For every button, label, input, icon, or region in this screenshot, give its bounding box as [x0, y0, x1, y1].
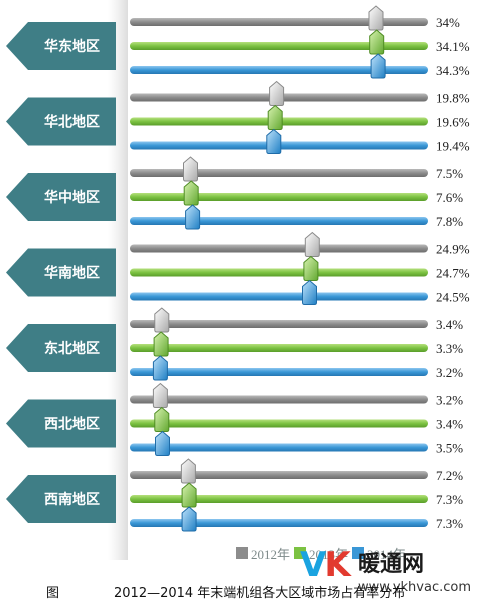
value-label-2013年-1: 34.1%	[436, 39, 470, 54]
value-label-2012年-1: 34%	[436, 15, 460, 30]
bar-2014年-3	[130, 217, 428, 225]
value-label-2014年-1: 34.3%	[436, 63, 470, 78]
marker-2014年-5	[152, 355, 168, 381]
category-label-2: 华北地区	[44, 114, 100, 131]
value-label-2013年-3: 7.6%	[436, 190, 463, 205]
category-badge-7	[6, 475, 116, 523]
value-label-2012年-7: 7.2%	[436, 468, 463, 483]
marker-2013年-2	[267, 104, 283, 130]
bar-2012年-3	[130, 169, 428, 177]
category-label-4: 华南地区	[44, 265, 100, 282]
legend: 2012年 2013年 2014年	[236, 544, 406, 562]
bar-2013年-1	[130, 42, 428, 50]
legend-swatch-2013	[294, 547, 307, 559]
marker-2013年-7	[181, 482, 197, 508]
legend-label-2012: 2012年	[251, 546, 291, 562]
category-badge-4	[6, 248, 116, 297]
marker-2014年-4	[302, 279, 317, 305]
value-label-2014年-6: 3.5%	[436, 441, 463, 456]
marker-2012年-6	[152, 382, 168, 408]
legend-label-2013: 2013年	[309, 546, 349, 562]
marker-2012年-3	[183, 156, 198, 182]
marker-2013年-5	[153, 331, 169, 357]
marker-2014年-1	[370, 53, 386, 79]
value-label-2014年-5: 3.2%	[436, 365, 463, 380]
category-badge-3	[6, 173, 116, 221]
value-label-2013年-2: 19.6%	[436, 115, 470, 130]
category-badge-5	[6, 324, 116, 372]
value-label-2012年-4: 24.9%	[436, 242, 470, 257]
marker-2012年-4	[304, 231, 320, 257]
category-label-6: 西北地区	[44, 416, 100, 433]
bar-2012年-4	[130, 244, 428, 253]
value-label-2012年-3: 7.5%	[436, 166, 463, 181]
bar-2014年-1	[130, 66, 428, 74]
marker-2014年-3	[185, 204, 201, 230]
bar-2013年-7	[130, 495, 428, 503]
value-label-2014年-3: 7.8%	[436, 214, 463, 229]
bar-2014年-6	[130, 443, 428, 452]
value-label-2012年-2: 19.8%	[436, 91, 470, 106]
figure-caption: 图 2012—2014 年末端机组各大区域市场占有率分布	[0, 578, 485, 604]
bar-2013年-3	[130, 193, 428, 201]
legend-swatch-2012	[236, 547, 248, 559]
marker-2013年-3	[183, 180, 199, 206]
marker-2012年-2	[269, 80, 285, 106]
caption-label: 图	[46, 585, 60, 601]
plot-area: 华东地区 34% 34.1% 34.3% 华北地区 19.8% 19.6% 19.4% 华中地区…	[6, 5, 470, 532]
bar-2014年-7	[130, 519, 428, 527]
legend-label-2014: 2014年	[367, 546, 407, 562]
marker-2014年-2	[266, 128, 282, 154]
category-badge-6	[6, 399, 116, 448]
bar-2012年-7	[130, 471, 428, 479]
value-label-2013年-7: 7.3%	[436, 492, 463, 507]
category-badge-2	[6, 97, 116, 146]
marker-2012年-1	[368, 5, 384, 31]
marker-2013年-6	[154, 406, 170, 432]
legend-item-2013: 2013年	[294, 544, 348, 563]
category-label-1: 华东地区	[44, 38, 100, 55]
bar-2012年-1	[130, 18, 428, 26]
value-label-2012年-5: 3.4%	[436, 317, 463, 332]
bar-2012年-5	[130, 320, 428, 328]
legend-swatch-2014	[352, 547, 365, 559]
value-label-2013年-6: 3.4%	[436, 417, 463, 432]
marker-2014年-7	[181, 506, 197, 532]
value-label-2013年-5: 3.3%	[436, 341, 463, 356]
marker-2013年-1	[369, 29, 385, 55]
bar-2013年-5	[130, 344, 428, 352]
category-label-7: 西南地区	[44, 491, 100, 508]
category-label-5: 东北地区	[44, 340, 100, 357]
bar-2013年-6	[130, 419, 428, 428]
marker-2014年-6	[155, 430, 170, 456]
value-label-2012年-6: 3.2%	[436, 393, 463, 408]
bar-2014年-5	[130, 368, 428, 376]
legend-item-2014: 2014年	[352, 544, 406, 563]
marker-2013年-4	[303, 255, 319, 281]
marker-2012年-5	[154, 307, 170, 333]
category-label-3: 华中地区	[44, 189, 100, 206]
bar-2012年-6	[130, 395, 428, 404]
legend-item-2012: 2012年	[236, 544, 290, 563]
value-label-2014年-4: 24.5%	[436, 290, 470, 305]
caption-text: 2012—2014 年末端机组各大区域市场占有率分布	[114, 585, 406, 601]
marker-2012年-7	[180, 458, 196, 484]
bar-2014年-4	[130, 292, 428, 301]
value-label-2013年-4: 24.7%	[436, 266, 470, 281]
value-label-2014年-7: 7.3%	[436, 516, 463, 531]
value-label-2014年-2: 19.4%	[436, 139, 470, 154]
category-badge-1	[6, 22, 116, 70]
bar-2013年-4	[130, 268, 428, 277]
